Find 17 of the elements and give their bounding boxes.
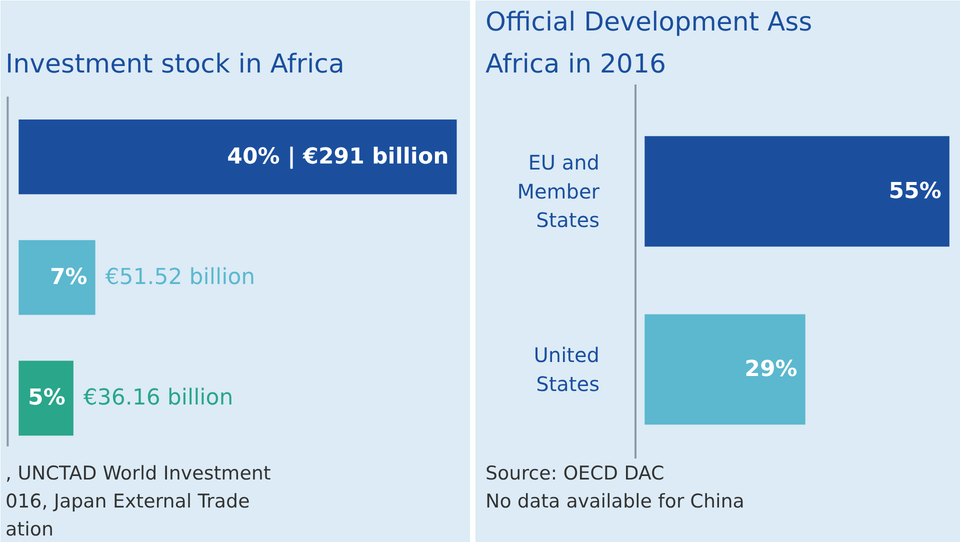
data-label: 40% | €291 billion <box>227 144 449 170</box>
y-tick-label: United States <box>534 343 600 396</box>
text: 016, Japan External Trade <box>6 490 250 512</box>
data-label: 7% <box>50 265 88 290</box>
annotation: €36.16 billion <box>83 386 234 411</box>
data-label: 55% <box>888 178 942 204</box>
y-tick-label: EU and Member States <box>517 150 600 232</box>
chart-title: Investment stock in Africa <box>6 50 344 80</box>
text: No data available for China <box>486 490 744 512</box>
chart-title: Official Development Ass <box>486 8 812 38</box>
annotation: €51.52 billion <box>105 265 256 290</box>
text: ation <box>6 518 54 540</box>
chart-subtitle: Africa in 2016 <box>486 50 666 80</box>
text: , UNCTAD World Investment <box>6 462 271 484</box>
data-label: 29% <box>744 356 798 382</box>
data-label: 5% <box>28 386 66 411</box>
source-note: Source: OECD DAC <box>486 462 664 484</box>
